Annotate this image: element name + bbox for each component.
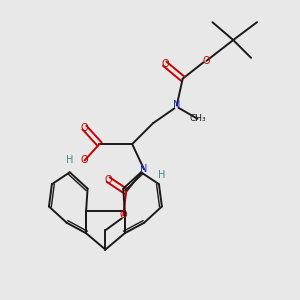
Text: O: O [81,123,88,133]
Text: N: N [173,100,180,110]
Text: O: O [203,56,210,66]
Text: CH₃: CH₃ [189,114,206,123]
Text: N: N [140,164,148,174]
Text: O: O [161,59,169,69]
Text: O: O [81,155,88,165]
Text: H: H [66,155,74,165]
Text: H: H [158,170,166,180]
Text: O: O [105,175,112,185]
Text: O: O [119,210,127,220]
